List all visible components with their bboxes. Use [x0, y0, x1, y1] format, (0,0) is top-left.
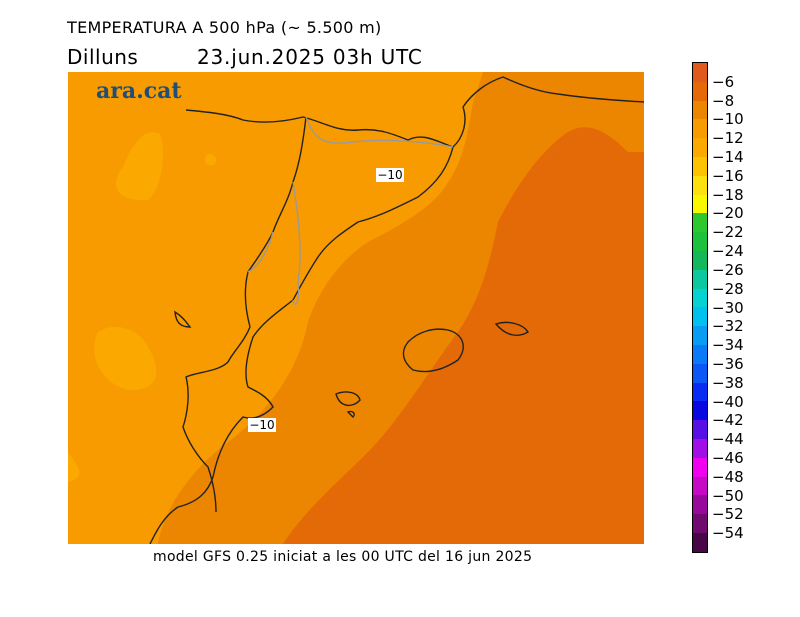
- color-scale-swatch: [693, 269, 707, 289]
- field-minus-14-patch: [116, 132, 163, 201]
- color-scale-swatch: [693, 476, 707, 496]
- color-scale-label: −32: [712, 317, 744, 336]
- color-scale-swatch: [693, 326, 707, 345]
- color-scale-label: −20: [712, 204, 744, 223]
- color-scale-swatch: [693, 363, 707, 383]
- color-scale-label: −10: [712, 110, 744, 129]
- color-scale-label: −46: [712, 448, 744, 467]
- color-scale-swatch: [693, 457, 707, 477]
- color-scale-swatch: [693, 194, 707, 214]
- color-scale-swatch: [693, 382, 707, 402]
- color-scale-label: −52: [712, 505, 744, 524]
- color-scale-swatch: [693, 63, 707, 82]
- field-minus-14-patch: [68, 452, 80, 482]
- color-scale-swatch: [693, 213, 707, 233]
- field-minus-8: [283, 127, 644, 544]
- region-borders: [247, 116, 454, 306]
- color-scale-label: −30: [712, 298, 744, 317]
- color-scale-label: −38: [712, 373, 744, 392]
- color-scale-label: −50: [712, 486, 744, 505]
- color-scale-label: −14: [712, 148, 744, 167]
- color-scale-label: −36: [712, 354, 744, 373]
- color-scale-label: −34: [712, 336, 744, 355]
- color-scale-label: −48: [712, 467, 744, 486]
- chart-title: TEMPERATURA A 500 hPa (~ 5.500 m): [67, 18, 382, 37]
- temperature-map: ara.cat −10 −10: [68, 72, 644, 544]
- field-minus-14-patch: [94, 327, 157, 391]
- color-scale-swatch: [693, 119, 707, 139]
- contour-label: −10: [377, 168, 402, 182]
- color-scale-label: −6: [712, 72, 735, 91]
- color-scale-swatch: [693, 344, 707, 364]
- color-scale-swatch: [693, 100, 707, 120]
- color-scale-label: −18: [712, 185, 744, 204]
- color-scale-label: −40: [712, 392, 744, 411]
- coastline: [149, 76, 644, 544]
- color-scale-swatch: [693, 401, 707, 421]
- color-scale-swatch: [693, 81, 707, 101]
- model-note: model GFS 0.25 iniciat a les 00 UTC del …: [153, 549, 533, 565]
- color-scale-label: −22: [712, 223, 744, 242]
- color-scale-label: −16: [712, 166, 744, 185]
- field-minus-14-patch: [204, 154, 216, 166]
- color-scale-label: −28: [712, 279, 744, 298]
- color-scale-bar: [692, 62, 708, 553]
- color-scale-swatch: [693, 175, 707, 195]
- color-scale-label: −8: [712, 91, 735, 110]
- color-scale-swatch: [693, 288, 707, 308]
- color-scale-swatch: [693, 307, 707, 327]
- color-scale-swatch: [693, 420, 707, 439]
- color-scale-label: −54: [712, 524, 744, 543]
- logo: ara.cat: [96, 78, 182, 104]
- contour-label: −10: [249, 418, 274, 432]
- field-minus-12-intrusion: [310, 132, 379, 237]
- color-scale-swatch: [693, 514, 707, 533]
- color-scale-swatch: [693, 156, 707, 176]
- color-scale-label: −44: [712, 430, 744, 449]
- color-scale-swatch: [693, 250, 707, 270]
- color-scale-swatch: [693, 438, 707, 458]
- color-scale-label: −12: [712, 129, 744, 148]
- color-scale-label: −26: [712, 260, 744, 279]
- forecast-datetime: 23.jun.2025 03h UTC: [197, 45, 423, 69]
- color-scale-swatch: [693, 232, 707, 251]
- color-scale-swatch: [693, 532, 707, 552]
- forecast-day: Dilluns: [67, 45, 139, 69]
- color-scale-label: −42: [712, 411, 744, 430]
- color-scale-label: −24: [712, 242, 744, 261]
- color-scale-swatch: [693, 138, 707, 157]
- color-scale-swatch: [693, 495, 707, 515]
